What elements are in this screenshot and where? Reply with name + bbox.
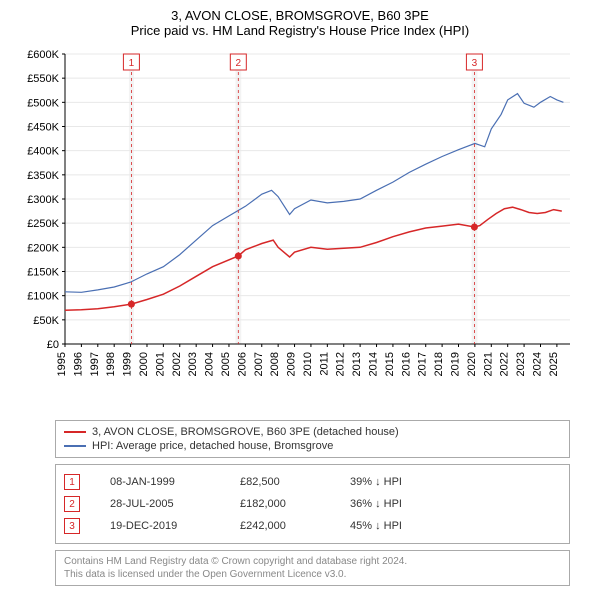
svg-text:2011: 2011 [318, 352, 330, 376]
svg-text:1997: 1997 [89, 352, 101, 376]
svg-text:1995: 1995 [56, 352, 68, 376]
svg-text:£50K: £50K [33, 315, 59, 327]
svg-text:2005: 2005 [220, 352, 232, 376]
svg-text:2007: 2007 [253, 352, 265, 376]
svg-text:£300K: £300K [27, 194, 59, 206]
svg-text:2020: 2020 [466, 352, 478, 376]
marker-badge: 3 [64, 518, 80, 534]
svg-text:2013: 2013 [351, 352, 363, 376]
svg-text:£250K: £250K [27, 218, 59, 230]
svg-text:3: 3 [472, 58, 478, 69]
svg-text:2015: 2015 [384, 352, 396, 376]
legend-swatch [64, 445, 86, 447]
marker-price: £242,000 [240, 520, 320, 532]
svg-text:£100K: £100K [27, 291, 59, 303]
svg-text:2008: 2008 [269, 352, 281, 376]
marker-badge: 2 [64, 496, 80, 512]
svg-text:2012: 2012 [335, 352, 347, 376]
svg-text:2018: 2018 [433, 352, 445, 376]
svg-text:2017: 2017 [417, 352, 429, 376]
legend-label: HPI: Average price, detached house, Brom… [92, 440, 333, 452]
svg-text:2009: 2009 [286, 352, 298, 376]
svg-text:1999: 1999 [122, 352, 134, 376]
marker-diff: 36% ↓ HPI [350, 498, 561, 510]
subtitle: Price paid vs. HM Land Registry's House … [0, 23, 600, 38]
svg-text:2019: 2019 [450, 352, 462, 376]
marker-date: 28-JUL-2005 [110, 498, 210, 510]
marker-price: £182,000 [240, 498, 320, 510]
marker-row: 3 19-DEC-2019 £242,000 45% ↓ HPI [64, 515, 561, 537]
svg-text:2006: 2006 [236, 352, 248, 376]
svg-text:2022: 2022 [499, 352, 511, 376]
svg-text:2021: 2021 [482, 352, 494, 376]
svg-text:£350K: £350K [27, 170, 59, 182]
marker-badge: 1 [64, 474, 80, 490]
svg-text:2010: 2010 [302, 352, 314, 376]
svg-text:2014: 2014 [368, 352, 380, 376]
chart-container: 3, AVON CLOSE, BROMSGROVE, B60 3PE Price… [0, 0, 600, 586]
svg-text:£550K: £550K [27, 73, 59, 85]
legend-swatch [64, 431, 86, 433]
svg-text:1996: 1996 [72, 352, 84, 376]
svg-text:£450K: £450K [27, 122, 59, 134]
svg-text:2003: 2003 [187, 352, 199, 376]
svg-text:£600K: £600K [27, 49, 59, 61]
svg-text:2025: 2025 [548, 352, 560, 376]
chart-plot-area: £0 £50K £100K £150K £200K £250K £300K £350K £400… [10, 44, 590, 414]
marker-date: 08-JAN-1999 [110, 476, 210, 488]
marker-date: 19-DEC-2019 [110, 520, 210, 532]
legend-row: 3, AVON CLOSE, BROMSGROVE, B60 3PE (deta… [64, 425, 561, 439]
footer-attribution: Contains HM Land Registry data © Crown c… [55, 550, 570, 586]
svg-text:2: 2 [236, 58, 242, 69]
svg-text:2000: 2000 [138, 352, 150, 376]
marker-row: 2 28-JUL-2005 £182,000 36% ↓ HPI [64, 493, 561, 515]
svg-text:2002: 2002 [171, 352, 183, 376]
svg-text:1998: 1998 [105, 352, 117, 376]
markers-table: 1 08-JAN-1999 £82,500 39% ↓ HPI 2 28-JUL-2005… [55, 464, 570, 544]
svg-text:£400K: £400K [27, 146, 59, 158]
legend-label: 3, AVON CLOSE, BROMSGROVE, B60 3PE (deta… [92, 426, 399, 438]
svg-text:£150K: £150K [27, 267, 59, 279]
footer-line-1: Contains HM Land Registry data © Crown c… [64, 555, 561, 568]
svg-text:2004: 2004 [204, 352, 216, 376]
legend: 3, AVON CLOSE, BROMSGROVE, B60 3PE (deta… [55, 420, 570, 458]
title: 3, AVON CLOSE, BROMSGROVE, B60 3PE [0, 0, 600, 23]
legend-row: HPI: Average price, detached house, Brom… [64, 439, 561, 453]
footer-line-2: This data is licensed under the Open Gov… [64, 568, 561, 581]
svg-text:2016: 2016 [400, 352, 412, 376]
marker-diff: 39% ↓ HPI [350, 476, 561, 488]
svg-text:2001: 2001 [154, 352, 166, 376]
svg-text:2024: 2024 [531, 352, 543, 376]
svg-text:2023: 2023 [515, 352, 527, 376]
svg-text:£500K: £500K [27, 97, 59, 109]
svg-text:£200K: £200K [27, 242, 59, 254]
marker-row: 1 08-JAN-1999 £82,500 39% ↓ HPI [64, 471, 561, 493]
marker-price: £82,500 [240, 476, 320, 488]
line-chart-svg: £0 £50K £100K £150K £200K £250K £300K £350K £400… [10, 44, 590, 414]
svg-text:£0: £0 [47, 339, 59, 351]
marker-diff: 45% ↓ HPI [350, 520, 561, 532]
svg-text:1: 1 [129, 58, 135, 69]
